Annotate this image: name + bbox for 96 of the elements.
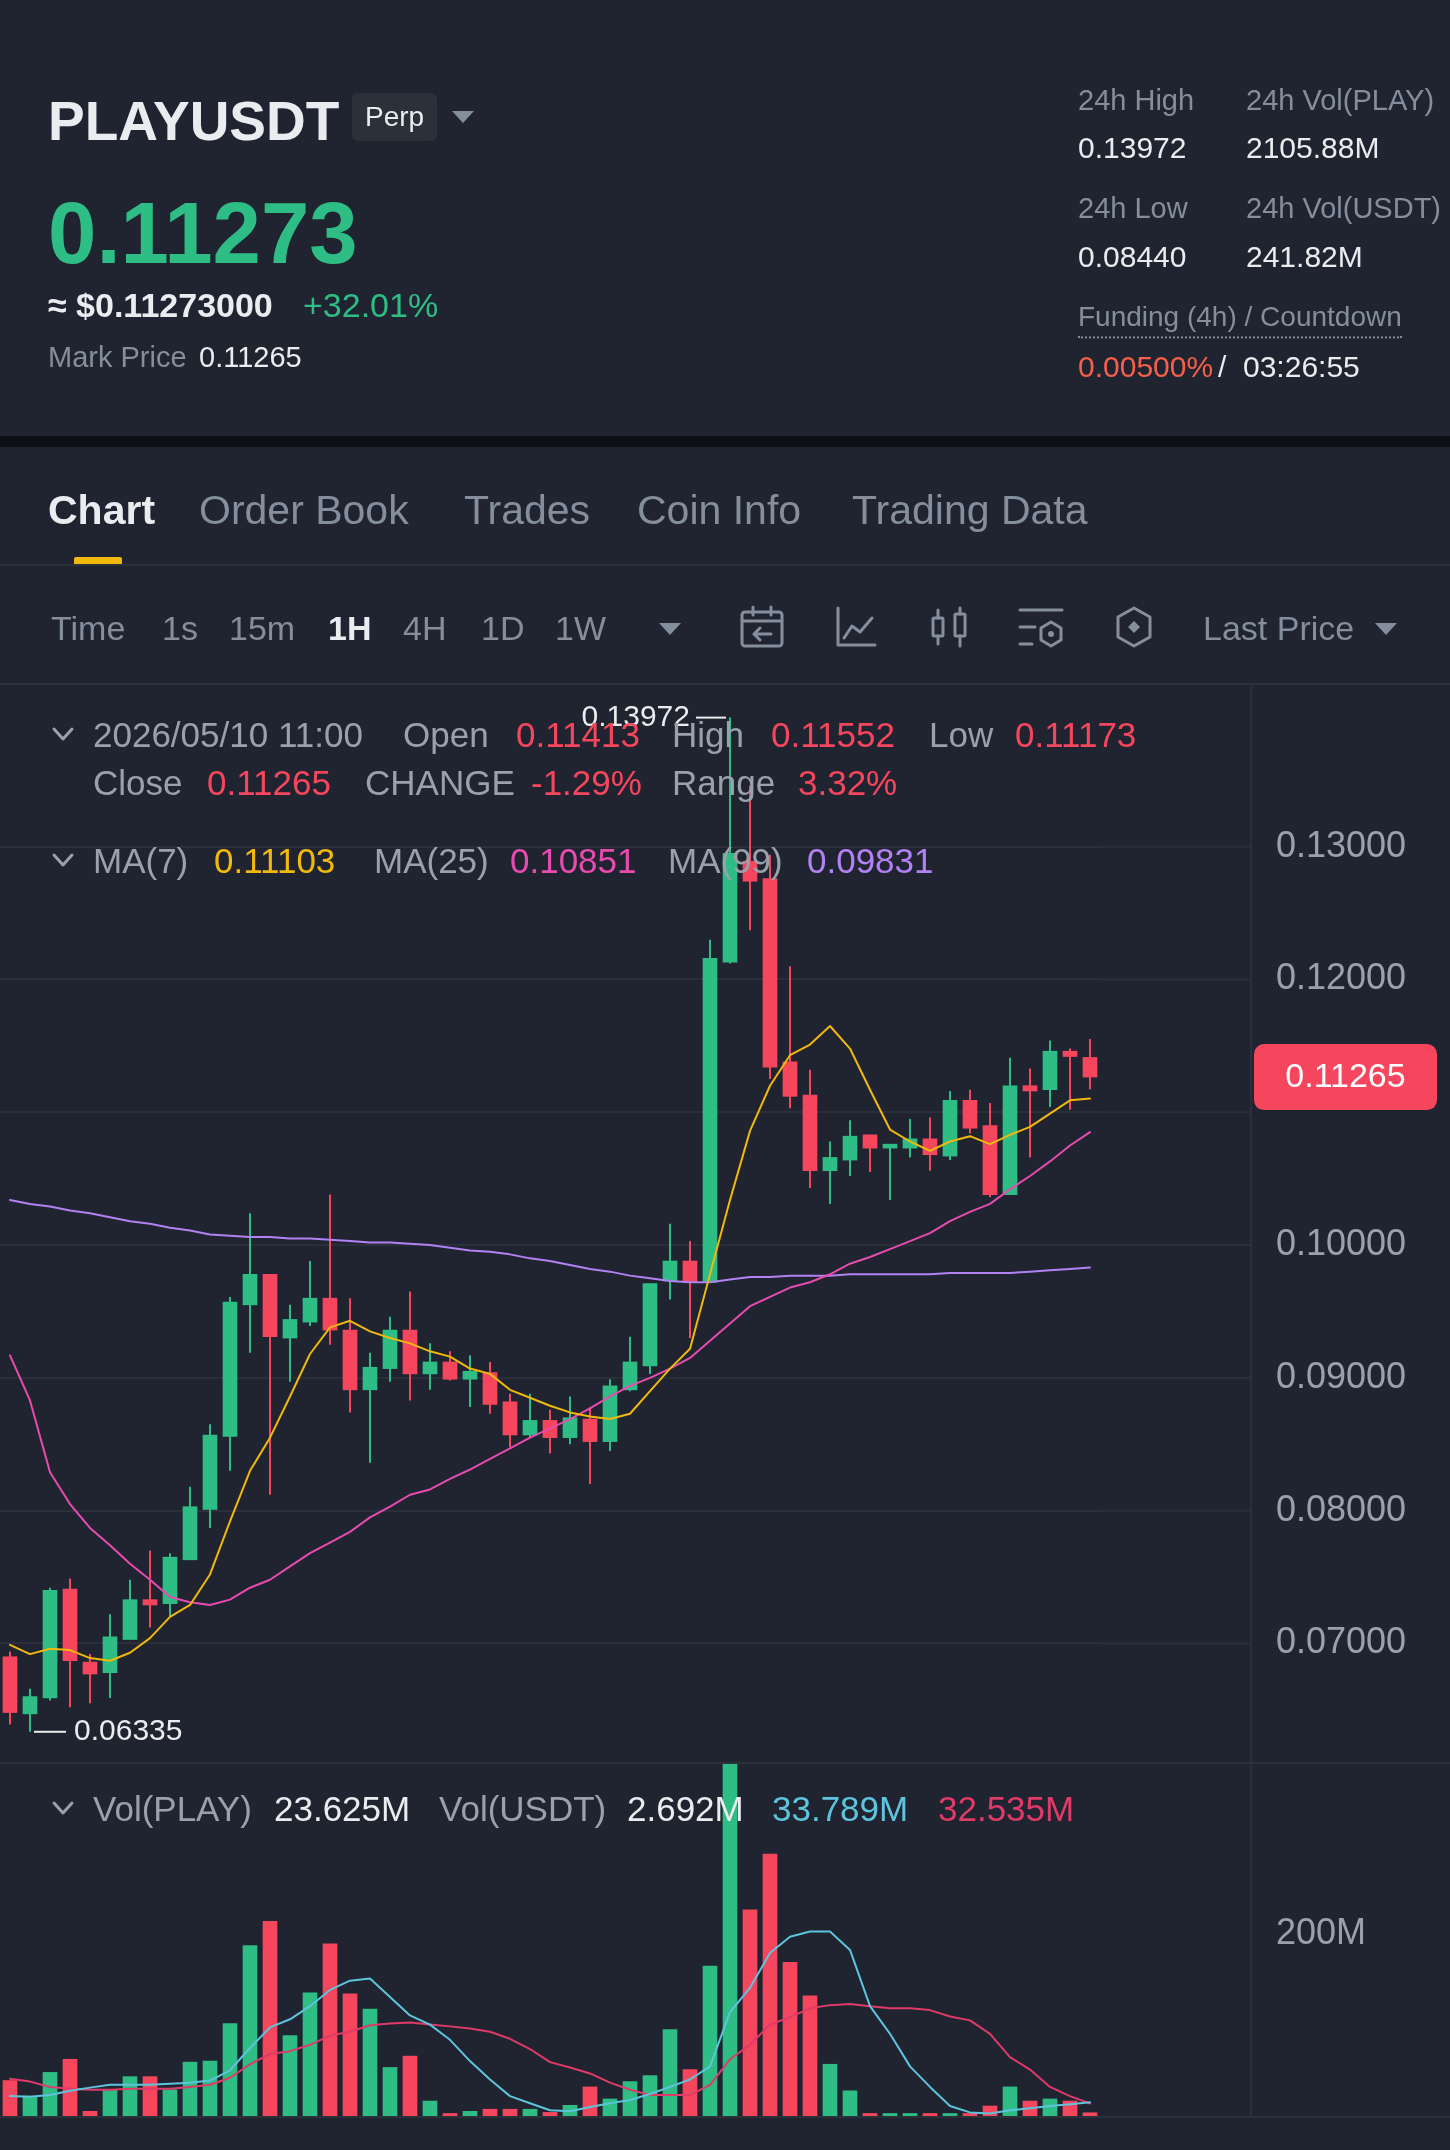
annotation: 23.625M: [274, 1788, 411, 1830]
text: Mark Price: [48, 341, 187, 375]
annotation: Low: [929, 714, 994, 756]
text: 0.08440: [1078, 239, 1187, 275]
y-tick-label: 0.10000: [1276, 1222, 1407, 1264]
bar: [662, 2029, 678, 2117]
bar: [162, 2089, 178, 2117]
candlestick: [562, 1395, 578, 1446]
text: 2105.88M: [1246, 130, 1380, 166]
y-tick-label: 0.09000: [1276, 1354, 1407, 1396]
annotation: 33.789M: [772, 1788, 909, 1830]
candlestick: [22, 1687, 38, 1733]
text: 24h Vol(USDT): [1246, 192, 1442, 226]
annotation: Close: [93, 762, 183, 804]
text: /: [1218, 349, 1227, 385]
candlestick: [142, 1549, 158, 1629]
candlestick: [82, 1653, 98, 1705]
y-tick-label: 0.13000: [1276, 823, 1407, 865]
bar: [782, 1961, 798, 2117]
text: PLAYUSDT: [48, 90, 340, 154]
annotation: MA(7): [93, 840, 189, 882]
candlestick: [442, 1350, 458, 1382]
text: 241.82M: [1246, 239, 1363, 275]
bar: [282, 2035, 298, 2117]
annotation: 0.11103: [214, 840, 336, 882]
bar: [2, 2080, 18, 2117]
bar: [302, 1992, 318, 2117]
bar: [382, 2067, 398, 2117]
annotation: 3.32%: [798, 762, 898, 804]
annotation: 0.06335: [74, 1713, 183, 1747]
annotation: 0.11265: [207, 762, 331, 804]
candlestick: [522, 1392, 538, 1439]
text: ≈ $0.11273000: [48, 286, 273, 326]
text: 0.11265: [1285, 1056, 1406, 1095]
y-tick-label: 0.12000: [1276, 956, 1407, 998]
bar: [342, 1993, 358, 2117]
text: 200M: [1276, 1911, 1367, 1953]
bar: [822, 2063, 838, 2117]
candlestick: [1062, 1047, 1078, 1111]
bar: [262, 1920, 278, 2117]
text: Order Book: [199, 487, 409, 535]
text: 24h Low: [1078, 192, 1188, 226]
text: 0.11273: [48, 183, 358, 283]
text: Coin Info: [637, 487, 802, 535]
text: 0.00500%: [1078, 349, 1214, 385]
text: 1s: [162, 609, 198, 649]
text: 4H: [403, 609, 447, 649]
text: Funding (4h) / Countdown: [1078, 301, 1402, 339]
text: Last Price: [1203, 609, 1355, 649]
text: 1D: [481, 609, 525, 649]
text: 24h Vol(PLAY): [1246, 84, 1435, 118]
candlestick: [582, 1406, 598, 1486]
annotation: Open: [403, 714, 489, 756]
badge: Perp: [352, 93, 438, 141]
text: 0.13972: [1078, 130, 1187, 166]
annotation: 2026/05/10 11:00: [93, 714, 363, 756]
bar: [222, 2023, 238, 2117]
y-tick-label: 0.07000: [1276, 1620, 1407, 1662]
bar: [742, 1909, 758, 2117]
bar: [322, 1943, 338, 2117]
annotation: 0.09831: [807, 840, 934, 882]
candlestick: [1082, 1037, 1098, 1091]
text: 24h High: [1078, 84, 1195, 118]
annotation: 32.535M: [938, 1788, 1075, 1830]
bar: [402, 2055, 418, 2117]
bar: [842, 2090, 858, 2117]
text: +32.01%: [303, 286, 439, 326]
annotation: 0.10851: [510, 840, 637, 882]
candlestick: [1022, 1067, 1038, 1159]
bar: [242, 1945, 258, 2117]
text: 03:26:55: [1243, 349, 1360, 385]
candlestick: [362, 1351, 378, 1464]
text: 1H: [328, 609, 372, 649]
annotation: MA(25): [374, 840, 489, 882]
candlestick: [822, 1140, 838, 1205]
candlestick: [422, 1342, 438, 1391]
annotation: 0.11552: [771, 714, 895, 756]
annotation: Vol(USDT): [439, 1788, 607, 1830]
text: 15m: [229, 609, 296, 649]
text: Chart: [48, 487, 156, 535]
bar: [362, 2008, 378, 2117]
annotation: Vol(PLAY): [93, 1788, 252, 1830]
text: Trading Data: [852, 487, 1088, 535]
text: Time: [51, 609, 126, 649]
text: Trades: [464, 487, 591, 535]
annotation: 0.11173: [1015, 714, 1137, 756]
bar: [762, 1853, 778, 2117]
candlestick: [462, 1354, 478, 1409]
candlestick: [282, 1303, 298, 1383]
annotation: -1.29%: [531, 762, 642, 804]
y-tick-label: 0.08000: [1276, 1487, 1407, 1529]
bar: [702, 1965, 718, 2117]
annotation: CHANGE: [365, 762, 515, 804]
bar: [802, 1995, 818, 2117]
text: 0.11265: [199, 341, 302, 375]
text: 1W: [555, 609, 606, 649]
